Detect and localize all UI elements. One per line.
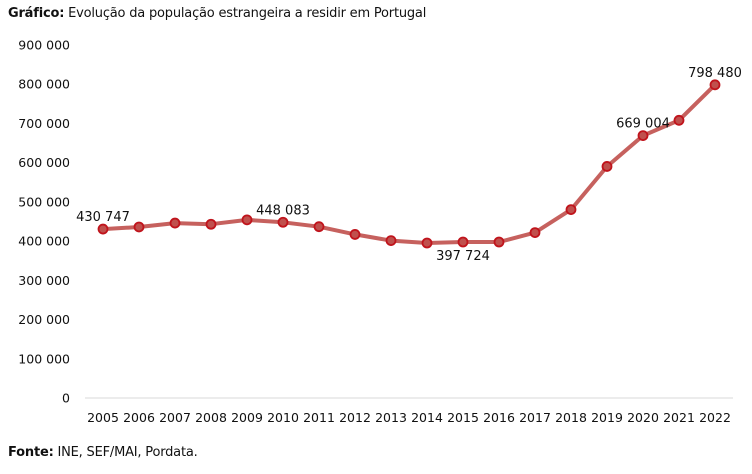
x-tick-label: 2013 xyxy=(375,410,407,425)
data-point-marker xyxy=(133,221,145,233)
data-label: 397 724 xyxy=(436,249,490,264)
x-tick-label: 2012 xyxy=(339,410,371,425)
chart-source: Fonte: INE, SEF/MAI, Pordata. xyxy=(8,445,198,460)
y-tick-label: 600 000 xyxy=(18,155,70,170)
data-point-marker xyxy=(169,217,181,229)
y-tick-label: 800 000 xyxy=(18,77,70,92)
data-point-marker xyxy=(493,236,505,248)
series-markers xyxy=(97,79,721,249)
x-axis: 2005 2006 2007 2008 2009 2010 2011 2012 2013 2014… xyxy=(87,410,731,425)
x-tick-label: 2021 xyxy=(663,410,695,425)
x-tick-label: 2006 xyxy=(123,410,155,425)
source-prefix: Fonte: xyxy=(8,445,54,460)
x-tick-label: 2015 xyxy=(447,410,479,425)
data-point-marker xyxy=(313,221,325,233)
y-tick-label: 0 xyxy=(62,391,70,406)
data-point-marker xyxy=(709,79,721,91)
chart-title-text: Evolução da população estrangeira a resi… xyxy=(64,6,427,21)
data-label: 669 004 xyxy=(616,117,670,132)
data-point-marker xyxy=(673,114,685,126)
data-point-marker xyxy=(97,223,109,235)
data-point-marker xyxy=(277,216,289,228)
y-tick-label: 100 000 xyxy=(18,351,70,366)
data-label: 430 747 xyxy=(76,210,130,225)
data-point-marker xyxy=(385,235,397,246)
x-tick-label: 2014 xyxy=(411,410,443,425)
y-tick-label: 700 000 xyxy=(18,116,70,131)
x-tick-label: 2008 xyxy=(195,410,227,425)
y-tick-label: 900 000 xyxy=(18,38,70,53)
y-tick-label: 400 000 xyxy=(18,234,70,249)
data-point-marker xyxy=(565,204,577,216)
x-tick-label: 2019 xyxy=(591,410,623,425)
series-line xyxy=(102,83,717,245)
x-tick-label: 2005 xyxy=(87,410,119,425)
x-tick-label: 2022 xyxy=(699,410,731,425)
x-tick-label: 2018 xyxy=(555,410,587,425)
data-point-marker xyxy=(205,218,217,230)
x-tick-label: 2020 xyxy=(627,410,659,425)
y-tick-label: 300 000 xyxy=(18,273,70,288)
data-labels: 430 747 448 083 397 724 669 004 798 480 xyxy=(76,66,742,264)
y-tick-label: 500 000 xyxy=(18,194,70,209)
data-point-marker xyxy=(457,236,469,248)
source-text: INE, SEF/MAI, Pordata. xyxy=(53,445,198,460)
data-point-marker xyxy=(637,130,649,142)
data-point-marker xyxy=(349,229,361,240)
x-tick-label: 2010 xyxy=(267,410,299,425)
data-point-marker xyxy=(421,237,433,249)
data-point-marker xyxy=(601,161,613,172)
data-label: 798 480 xyxy=(688,66,742,81)
data-point-marker xyxy=(529,227,541,238)
x-tick-label: 2016 xyxy=(483,410,515,425)
x-tick-label: 2009 xyxy=(231,410,263,425)
y-axis: 0 100 000 200 000 300 000 400 000 500 000 600 … xyxy=(18,38,70,406)
x-tick-label: 2011 xyxy=(303,410,335,425)
data-label: 448 083 xyxy=(256,203,310,218)
chart-title-prefix: Gráfico: xyxy=(8,6,65,21)
x-tick-label: 2007 xyxy=(159,410,191,425)
data-point-marker xyxy=(241,214,253,226)
x-tick-label: 2017 xyxy=(519,410,551,425)
chart-title: Gráfico: Evolução da população estrangei… xyxy=(8,6,426,21)
y-tick-label: 200 000 xyxy=(18,312,70,327)
